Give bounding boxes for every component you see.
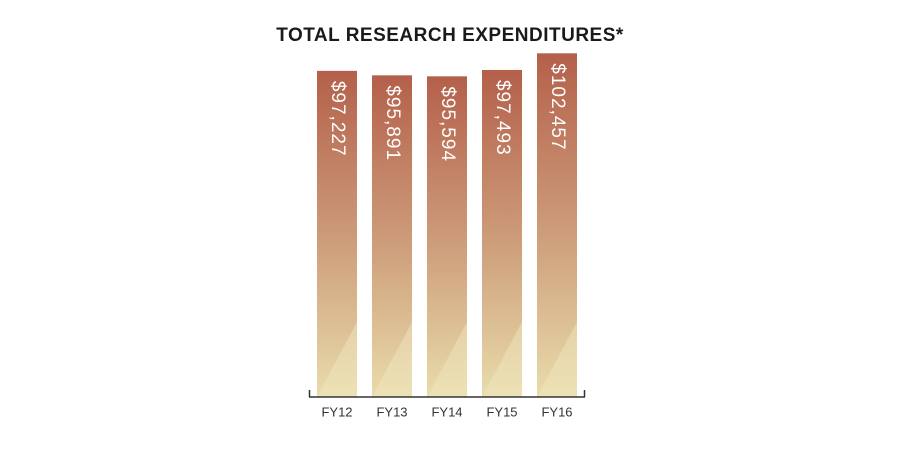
chart-title: TOTAL RESEARCH EXPENDITURES*: [276, 25, 624, 46]
x-tick-label: FY15: [486, 404, 517, 419]
bar-highlight: [427, 322, 467, 397]
bar: [372, 75, 412, 397]
value-label: $97,227: [327, 81, 348, 157]
bar-highlight: [372, 322, 412, 397]
bar: [317, 70, 357, 398]
bar-highlight: [537, 322, 577, 397]
bar: [537, 53, 577, 397]
value-label: $95,891: [382, 85, 403, 161]
bar: [427, 76, 467, 397]
x-tick-label: FY14: [431, 404, 462, 419]
bar-highlight: [482, 322, 522, 397]
x-tick-label: FY12: [321, 404, 352, 419]
x-tick-label: FY13: [376, 404, 407, 419]
value-label: $97,493: [492, 80, 513, 156]
x-tick-label: FY16: [541, 404, 572, 419]
bar: [482, 69, 522, 398]
value-label: $102,457: [547, 63, 568, 150]
value-label: $95,594: [437, 86, 458, 162]
bar-highlight: [317, 322, 357, 397]
